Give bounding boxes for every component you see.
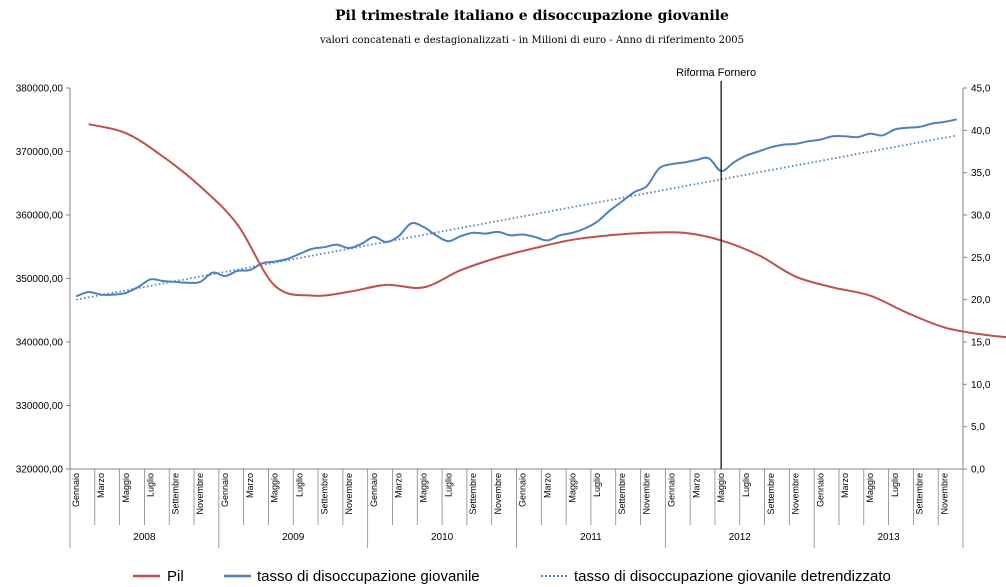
x-year-label: 2009: [282, 532, 305, 543]
plot-area: 320000,00 330000,00 340000,00 350000,00 3600…: [16, 84, 1006, 548]
x-month-label: Novembre: [493, 473, 503, 515]
x-month-label: Settembre: [915, 473, 925, 515]
x-month-label: Gennaio: [369, 473, 379, 507]
x-month-label: Novembre: [195, 473, 205, 515]
x-month-label: Novembre: [939, 473, 949, 515]
x-month-label: Luglio: [890, 473, 900, 497]
y-left-tick-label: 380000,00: [16, 84, 64, 95]
legend-label-pil: Pil: [167, 568, 184, 585]
riforma-fornero-label: Riforma Fornero: [676, 67, 756, 79]
x-month-label: Marzo: [96, 473, 106, 498]
x-month-label: Maggio: [270, 473, 280, 503]
x-month-label: Gennaio: [220, 473, 230, 507]
y-left-tick-label: 340000,00: [16, 338, 64, 349]
x-month-label: Gennaio: [815, 473, 825, 507]
x-month-label: Luglio: [443, 473, 453, 497]
x-month-label: Marzo: [543, 473, 553, 498]
y-right-tick-label: 20,0: [971, 295, 991, 306]
y-right-tick-label: 5,0: [971, 422, 985, 433]
x-year-label: 2010: [431, 532, 454, 543]
legend-label-detrend: tasso di disoccupazione giovanile detren…: [574, 568, 891, 585]
x-month-label: Settembre: [468, 473, 478, 515]
y-left-tick-label: 330000,00: [16, 401, 64, 412]
x-month-label: Marzo: [245, 473, 255, 498]
x-month-label: Maggio: [418, 473, 428, 503]
x-month-label: Maggio: [121, 473, 131, 503]
x-month-label: Maggio: [865, 473, 875, 503]
y-right-tick-label: 15,0: [971, 338, 991, 349]
x-year-label: 2012: [729, 532, 752, 543]
y-left-tick-label: 360000,00: [16, 211, 64, 222]
x-month-label: Settembre: [170, 473, 180, 515]
x-month-label: Luglio: [592, 473, 602, 497]
x-month-label: Maggio: [567, 473, 577, 503]
series-line-pil: [88, 123, 1006, 339]
chart-subtitle: valori concatenati e destagionalizzati -…: [319, 35, 744, 46]
legend-label-tasso: tasso di disoccupazione giovanile: [257, 568, 480, 585]
y-right-tick-label: 40,0: [971, 126, 991, 137]
y-left-tick-label: 370000,00: [16, 147, 64, 158]
x-year-label: 2008: [133, 532, 156, 543]
x-month-label: Marzo: [691, 473, 701, 498]
x-month-label: Novembre: [344, 473, 354, 515]
series-line-tasso-disoccupazione: [75, 118, 958, 298]
y-right-tick-label: 0,0: [971, 465, 985, 476]
x-year-label: 2013: [877, 532, 900, 543]
y-right-tick-label: 25,0: [971, 253, 991, 264]
y-right-tick-label: 35,0: [971, 168, 991, 179]
series-line-detrendizzato: [76, 134, 957, 301]
x-month-label: Marzo: [840, 473, 850, 498]
x-month-label: Luglio: [146, 473, 156, 497]
x-month-label: Novembre: [791, 473, 801, 515]
chart-title: Pil trimestrale italiano e disoccupazion…: [335, 8, 729, 24]
x-month-label: Settembre: [766, 473, 776, 515]
x-year-label: 2011: [580, 532, 602, 543]
y-left-tick-label: 350000,00: [16, 274, 64, 285]
x-month-label: Settembre: [319, 473, 329, 515]
x-month-label: Gennaio: [518, 473, 528, 507]
y-right-tick-label: 30,0: [971, 211, 991, 222]
x-month-label: Luglio: [741, 473, 751, 497]
x-month-label: Maggio: [716, 473, 726, 503]
x-month-label: Gennaio: [667, 473, 677, 507]
y-right-tick-label: 45,0: [971, 84, 991, 95]
x-month-label: Novembre: [642, 473, 652, 515]
x-month-label: Luglio: [294, 473, 304, 497]
x-month-label: Marzo: [394, 473, 404, 498]
x-month-label: Settembre: [617, 473, 627, 515]
legend: Pil tasso di disoccupazione giovanile ta…: [133, 568, 891, 585]
x-month-label: Gennaio: [71, 473, 81, 507]
y-right-tick-label: 10,0: [971, 380, 991, 391]
y-left-tick-label: 320000,00: [16, 465, 64, 476]
